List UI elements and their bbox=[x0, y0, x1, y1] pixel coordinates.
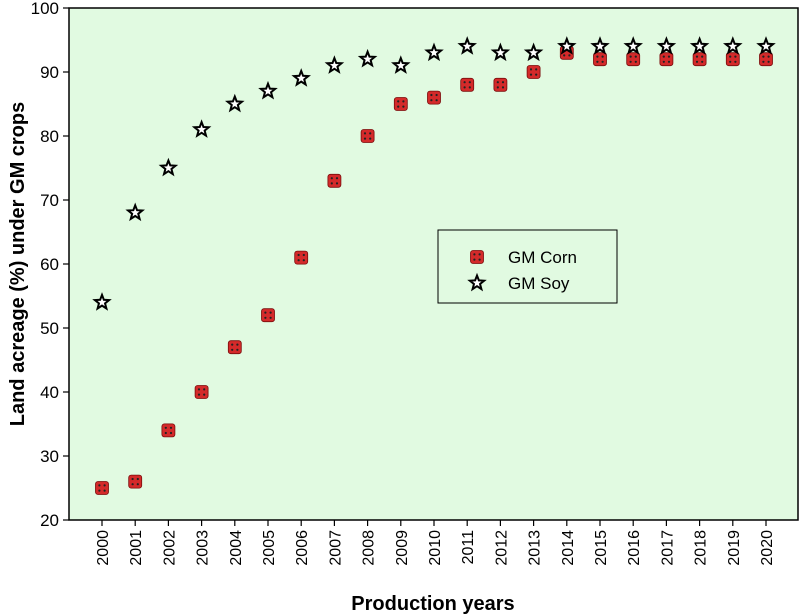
legend: GM Corn GM Soy bbox=[437, 229, 618, 304]
x-tick-label: 2002 bbox=[161, 530, 178, 566]
legend-corn-marker bbox=[470, 250, 484, 264]
gm-soy-point bbox=[557, 36, 577, 55]
gm-soy-point bbox=[623, 36, 643, 55]
gm-soy-point bbox=[357, 48, 378, 68]
x-tick-label: 2007 bbox=[327, 530, 344, 566]
plot-area bbox=[69, 8, 798, 520]
legend-soy-marker bbox=[467, 272, 487, 292]
gm-soy-point bbox=[723, 36, 743, 55]
x-axis-title: Production years bbox=[351, 593, 514, 615]
gm-corn-point bbox=[593, 52, 607, 67]
legend-corn-symbol bbox=[470, 250, 484, 264]
x-tick-label: 2003 bbox=[195, 530, 212, 566]
gm-corn-point bbox=[427, 90, 441, 105]
gm-corn-point bbox=[261, 308, 275, 323]
x-tick-label: 2013 bbox=[527, 530, 544, 566]
y-tick-label: 80 bbox=[40, 127, 59, 146]
gm-soy-point bbox=[158, 157, 179, 177]
legend-box bbox=[437, 229, 618, 304]
gm-soy-series bbox=[92, 36, 776, 311]
x-tick-label: 2015 bbox=[593, 530, 610, 566]
x-tick-label: 2010 bbox=[427, 530, 444, 566]
gm-soy-point bbox=[523, 42, 544, 62]
gm-corn-point bbox=[460, 77, 475, 92]
gm-corn-point bbox=[759, 52, 773, 67]
gm-soy-point bbox=[457, 36, 477, 55]
gm-corn-point bbox=[725, 52, 740, 67]
legend-label-gm-soy: GM Soy bbox=[508, 274, 570, 293]
x-tick-label: 2006 bbox=[294, 530, 311, 566]
gm-soy-point bbox=[391, 55, 411, 74]
gm-soy-point bbox=[258, 80, 278, 100]
gm-corn-point bbox=[161, 423, 176, 438]
gm-soy-point bbox=[424, 42, 444, 62]
x-tick-label: 2008 bbox=[361, 530, 378, 566]
gm-corn-point bbox=[360, 129, 375, 143]
gm-soy-point bbox=[756, 36, 776, 55]
gm-corn-point bbox=[227, 340, 242, 355]
gm-soy-point bbox=[656, 36, 677, 55]
y-tick-label: 20 bbox=[40, 511, 59, 530]
x-tick-label: 2014 bbox=[560, 530, 577, 566]
gm-corn-point bbox=[393, 97, 408, 111]
x-axis: 2000 2001 2002 2003 2004 2005 2006 2007 2008 2009… bbox=[95, 520, 776, 566]
y-tick-label: 100 bbox=[31, 0, 59, 18]
gm-soy-point bbox=[125, 202, 145, 222]
gm-corn-point bbox=[493, 77, 508, 92]
x-tick-label: 2018 bbox=[693, 530, 710, 566]
legend-label-gm-corn: GM Corn bbox=[508, 248, 577, 267]
gm-soy-point bbox=[324, 55, 345, 74]
x-tick-label: 2012 bbox=[493, 530, 510, 566]
x-tick-label: 2009 bbox=[394, 530, 411, 566]
y-tick-label: 50 bbox=[40, 319, 59, 338]
gm-corn-point bbox=[692, 52, 707, 67]
gm-soy-point bbox=[92, 292, 112, 311]
gm-corn-point bbox=[327, 173, 342, 188]
gm-corn-point bbox=[659, 52, 674, 67]
gm-corn-series bbox=[95, 45, 773, 495]
plot-frame bbox=[68, 7, 799, 521]
gm-corn-point bbox=[194, 385, 209, 399]
gm-corn-point bbox=[294, 250, 309, 265]
y-tick-label: 40 bbox=[40, 383, 59, 402]
y-axis-title: Land acreage (%) under GM crops bbox=[7, 102, 29, 427]
gm-corn-point bbox=[626, 52, 641, 67]
legend-soy-symbol bbox=[467, 272, 487, 292]
x-tick-label: 2020 bbox=[759, 530, 776, 566]
x-tick-label: 2016 bbox=[626, 530, 643, 566]
y-tick-label: 90 bbox=[40, 63, 59, 82]
gm-soy-point bbox=[225, 93, 245, 113]
gm-soy-point bbox=[490, 42, 511, 62]
gm-soy-point bbox=[689, 36, 710, 55]
y-axis: 20 30 40 50 60 70 80 90 100 bbox=[31, 0, 69, 530]
y-tick-label: 60 bbox=[40, 255, 59, 274]
x-tick-label: 2001 bbox=[128, 530, 145, 566]
gm-corn-point bbox=[128, 474, 143, 489]
y-tick-label: 30 bbox=[40, 447, 59, 466]
x-tick-label: 2005 bbox=[261, 530, 278, 566]
x-tick-label: 2004 bbox=[228, 530, 245, 566]
gm-soy-point bbox=[291, 68, 311, 87]
gm-corn-point bbox=[526, 65, 541, 79]
gm-soy-point bbox=[191, 119, 212, 138]
x-tick-label: 2019 bbox=[726, 530, 743, 566]
x-tick-label: 2017 bbox=[659, 530, 676, 566]
x-tick-label: 2011 bbox=[460, 530, 477, 565]
y-tick-label: 70 bbox=[40, 191, 59, 210]
gm-soy-point bbox=[590, 36, 610, 55]
x-tick-label: 2000 bbox=[95, 530, 112, 566]
gm-corn-point bbox=[95, 481, 109, 495]
